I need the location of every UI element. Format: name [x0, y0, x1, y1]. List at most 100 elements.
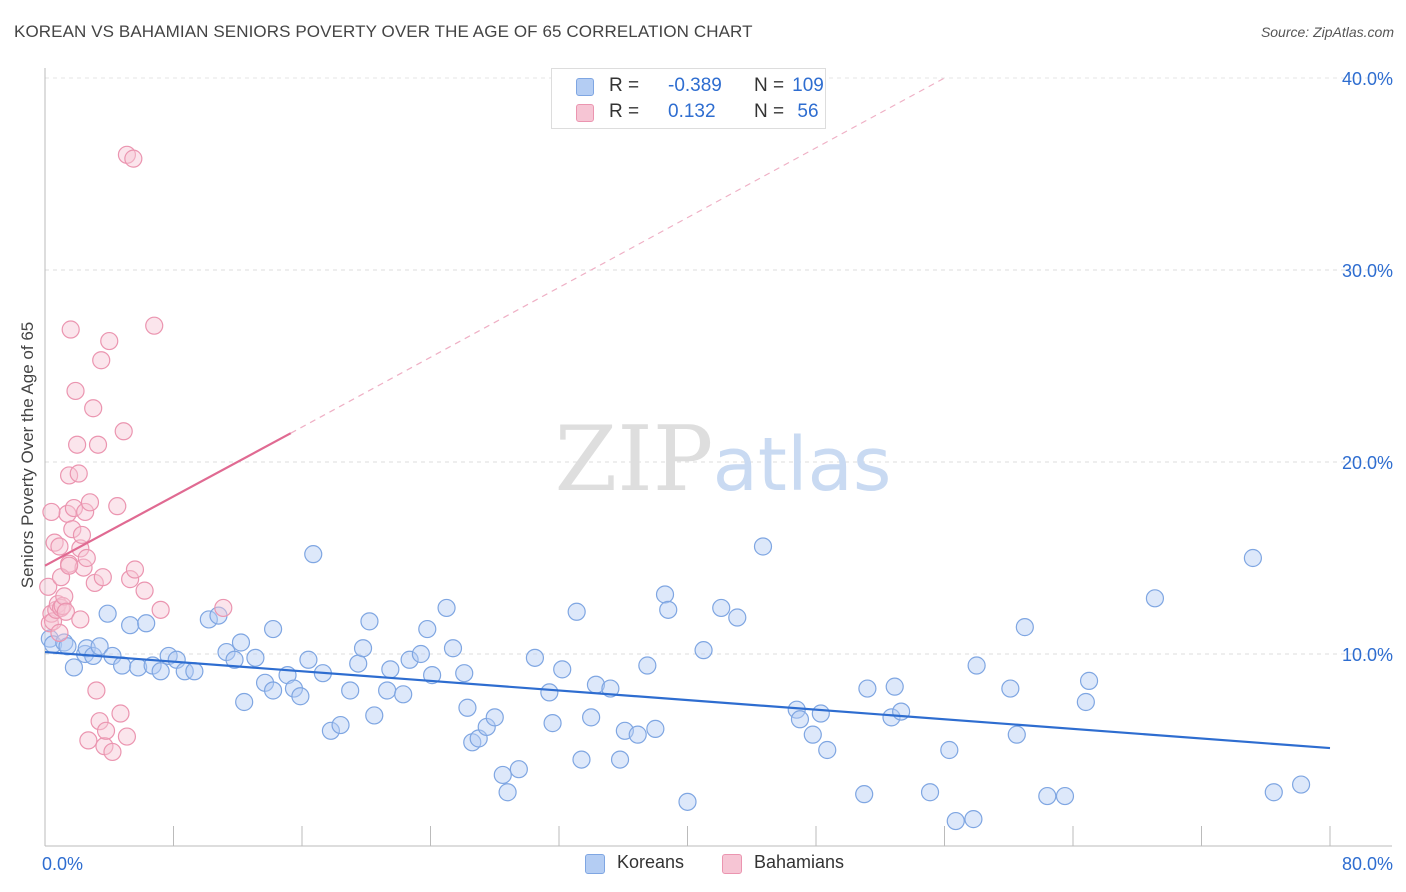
- korean-point: [628, 725, 647, 744]
- korean-point: [694, 641, 713, 660]
- korean-point: [1038, 786, 1057, 806]
- trend-lines: [44, 77, 1331, 750]
- axes: [44, 68, 1392, 847]
- korean-point: [498, 783, 517, 802]
- korean-point: [1015, 618, 1034, 637]
- legend-swatch-koreans: [576, 78, 594, 96]
- korean-point: [567, 602, 586, 621]
- korean-point: [678, 792, 697, 811]
- bahamian-point: [55, 587, 74, 606]
- korean-point: [940, 740, 959, 760]
- bahamian-point: [103, 742, 122, 762]
- bahamian-point: [61, 320, 80, 339]
- bottom-legend-label-koreans: Koreans: [617, 852, 685, 872]
- bahamian-point: [124, 149, 143, 168]
- korean-point: [263, 681, 283, 700]
- bahamian-point: [68, 435, 87, 454]
- bahamian-point: [135, 581, 154, 600]
- korean-point: [331, 715, 350, 735]
- korean-point: [712, 598, 731, 618]
- chart-title: KOREAN VS BAHAMIAN SENIORS POVERTY OVER …: [14, 22, 753, 41]
- korean-point: [394, 685, 413, 704]
- legend: R = -0.389 N = 109 R = 0.132 N = 56: [551, 68, 826, 129]
- bahamian-point: [90, 712, 109, 731]
- korean-point: [882, 708, 901, 727]
- bahamian-point: [59, 556, 79, 575]
- bahamian-point: [42, 502, 61, 522]
- bahamian-point: [117, 727, 137, 746]
- korean-point: [967, 656, 986, 675]
- korean-point: [1001, 679, 1020, 698]
- y-tick-label: 10.0%: [1342, 645, 1393, 665]
- bottom-legend-swatch-bahamians: [722, 854, 742, 874]
- bahamian-point: [214, 598, 233, 618]
- korean-point: [728, 608, 747, 627]
- korean-point: [540, 683, 559, 702]
- bottom-legend-label-bahamians: Bahamians: [754, 852, 845, 872]
- bahamian-point: [69, 464, 88, 483]
- korean-point: [1264, 783, 1283, 802]
- korean-point: [659, 600, 678, 619]
- bahamian-point: [114, 422, 133, 441]
- korean-point: [225, 650, 244, 669]
- bahamian-point: [108, 497, 127, 516]
- legend-r-value: -0.389: [668, 75, 722, 96]
- bahamian-point: [111, 704, 130, 723]
- bahamian-point: [76, 502, 95, 522]
- legend-n-value: 109: [792, 75, 824, 96]
- korean-point: [525, 648, 545, 667]
- korean-point: [199, 610, 218, 629]
- bahamian-point: [87, 681, 106, 700]
- korean-point: [437, 598, 456, 618]
- korean-point: [360, 612, 379, 631]
- korean-point: [299, 650, 318, 669]
- bahamian-point: [151, 600, 170, 619]
- x-tick-label: 80.0%: [1342, 854, 1393, 874]
- trend-line-bahamians-extension: [290, 77, 945, 434]
- bahamian-point: [96, 721, 116, 740]
- bahamian-point: [79, 731, 98, 750]
- korean-point: [263, 619, 283, 639]
- korean-point: [646, 719, 665, 738]
- watermark-zip: ZIP: [555, 407, 714, 512]
- bahamian-point: [64, 498, 84, 518]
- korean-point: [418, 619, 437, 639]
- korean-point: [231, 633, 251, 652]
- korean-point: [964, 810, 983, 829]
- bahamian-point: [77, 548, 96, 568]
- trend-line-bahamians: [44, 432, 292, 567]
- bahamian-point: [50, 623, 69, 642]
- korean-point: [381, 660, 400, 679]
- korean-point: [378, 681, 397, 700]
- korean-point: [365, 706, 384, 725]
- korean-point: [1076, 692, 1095, 712]
- korean-point: [655, 585, 675, 604]
- korean-point: [321, 721, 341, 740]
- bahamian-point: [74, 558, 93, 577]
- bahamian-point: [100, 331, 119, 351]
- korean-point: [137, 614, 156, 633]
- bahamian-point: [145, 316, 164, 335]
- korean-point: [858, 679, 877, 698]
- bottom-legend-swatch-koreans: [585, 854, 605, 874]
- korean-point: [341, 681, 360, 700]
- gridlines: [45, 77, 1392, 655]
- chart-source: Source: ZipAtlas.com: [1260, 24, 1394, 40]
- korean-point: [1145, 589, 1165, 608]
- korean-point: [1291, 775, 1311, 794]
- korean-point: [455, 664, 474, 683]
- bahamian-point: [63, 520, 82, 539]
- korean-point: [610, 750, 630, 769]
- korean-point: [509, 760, 528, 779]
- korean-point: [1007, 725, 1026, 744]
- bahamian-point: [50, 537, 69, 556]
- legend-swatch-bahamians: [576, 104, 594, 122]
- bahamian-point: [93, 568, 112, 587]
- korean-point: [411, 644, 430, 664]
- korean-point: [90, 637, 109, 656]
- bahamian-point: [121, 570, 140, 589]
- korean-point: [803, 725, 822, 744]
- korean-point: [638, 656, 657, 675]
- watermark: ZIP atlas: [555, 407, 892, 512]
